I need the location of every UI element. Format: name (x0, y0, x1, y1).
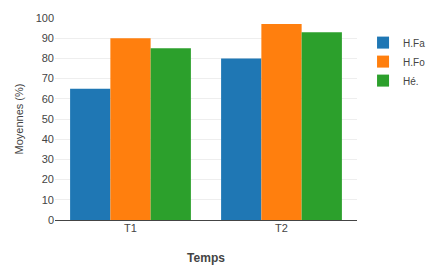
svg-text:Moyennes (%): Moyennes (%) (13, 84, 25, 155)
svg-text:50: 50 (42, 113, 54, 125)
svg-text:H.Fa: H.Fa (403, 38, 425, 49)
svg-text:10: 10 (42, 194, 54, 206)
svg-text:Hé.: Hé. (403, 76, 419, 87)
svg-text:60: 60 (42, 93, 54, 105)
svg-text:20: 20 (42, 173, 54, 185)
svg-text:30: 30 (42, 153, 54, 165)
svg-text:40: 40 (42, 133, 54, 145)
svg-text:H.Fo: H.Fo (403, 57, 425, 68)
svg-text:0: 0 (48, 214, 54, 226)
svg-text:T2: T2 (275, 222, 288, 234)
svg-text:100: 100 (36, 12, 54, 24)
svg-text:70: 70 (42, 72, 54, 84)
svg-text:Temps: Temps (187, 251, 225, 265)
svg-text:80: 80 (42, 52, 54, 64)
svg-text:90: 90 (42, 32, 54, 44)
svg-text:T1: T1 (124, 222, 137, 234)
